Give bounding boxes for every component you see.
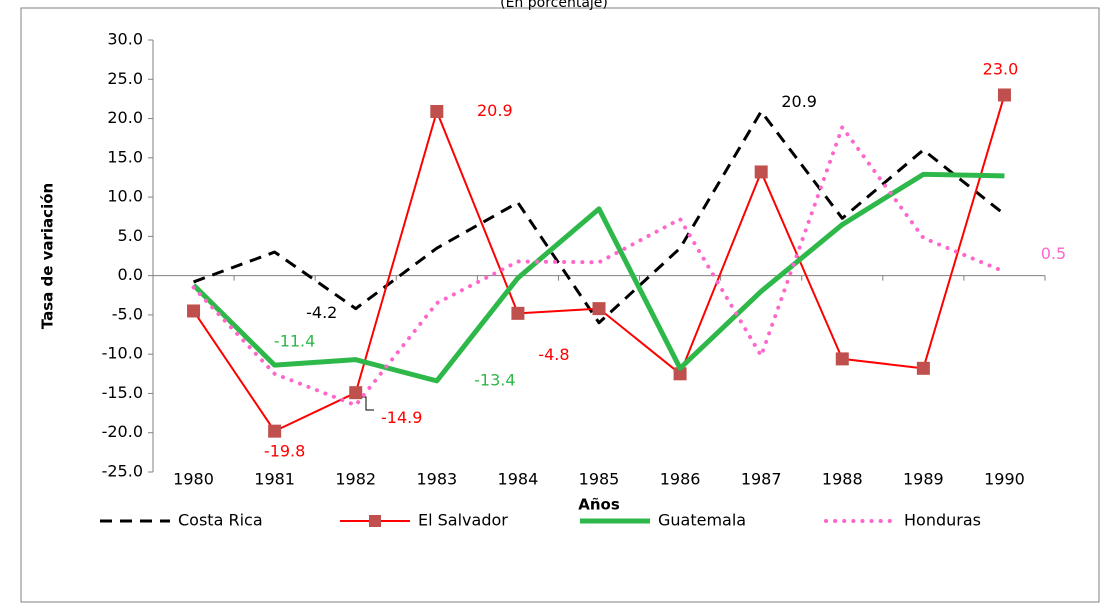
x-tick-label: 1985 [579, 470, 620, 489]
y-tick-label: -10.0 [102, 344, 143, 363]
series-line [191, 171, 1005, 384]
point-marker [349, 386, 363, 400]
data-label: 23.0 [983, 59, 1019, 78]
legend-label: Costa Rica [178, 511, 263, 530]
chart-subtitle: (En porcentaje) [500, 0, 608, 11]
data-label: -13.4 [474, 370, 515, 389]
x-tick-label: 1984 [498, 470, 539, 489]
x-tick-label: 1990 [984, 470, 1025, 489]
x-tick-label: 1986 [660, 470, 701, 489]
y-tick-label: 15.0 [107, 147, 143, 166]
y-tick-label: 10.0 [107, 187, 143, 206]
data-label: -14.9 [381, 408, 422, 427]
x-axis-label: Años [578, 496, 620, 514]
x-tick-label: 1988 [822, 470, 863, 489]
data-label: -4.2 [306, 303, 337, 322]
data-label: -4.8 [538, 345, 569, 364]
data-label: 20.9 [477, 101, 513, 120]
y-tick-label: 0.0 [118, 265, 143, 284]
y-tick-label: 5.0 [118, 226, 143, 245]
x-tick-label: 1983 [416, 470, 457, 489]
point-marker [187, 304, 201, 318]
y-tick-label: 20.0 [107, 108, 143, 127]
y-tick-label: 30.0 [107, 30, 143, 49]
x-tick-label: 1982 [335, 470, 376, 489]
legend-label: El Salvador [418, 511, 508, 530]
point-marker [754, 165, 768, 179]
series-line [193, 109, 1006, 325]
leader-line [359, 396, 374, 411]
data-label: -11.4 [274, 332, 315, 351]
x-tick-label: 1989 [903, 470, 944, 489]
legend-marker [369, 515, 381, 527]
data-label: 20.9 [781, 92, 817, 111]
y-axis-label: Tasa de variación [39, 183, 57, 329]
x-tick-label: 1981 [254, 470, 295, 489]
legend-label: Guatemala [658, 511, 746, 530]
point-marker [511, 306, 525, 320]
y-tick-label: -20.0 [102, 422, 143, 441]
y-tick-label: -15.0 [102, 383, 143, 402]
point-marker [592, 302, 606, 316]
point-marker [430, 104, 444, 118]
y-tick-label: -5.0 [112, 304, 143, 323]
point-marker [916, 361, 930, 375]
x-tick-label: 1980 [173, 470, 214, 489]
y-tick-label: 25.0 [107, 69, 143, 88]
x-tick-label: 1987 [741, 470, 782, 489]
series-line [191, 125, 1007, 408]
data-label: -19.8 [264, 442, 305, 461]
point-marker [997, 88, 1011, 102]
legend-label: Honduras [904, 511, 981, 530]
point-marker [268, 424, 282, 438]
chart-frame [20, 7, 1100, 603]
y-tick-label: -25.0 [102, 462, 143, 481]
data-label: 0.5 [1041, 244, 1066, 263]
point-marker [835, 352, 849, 366]
